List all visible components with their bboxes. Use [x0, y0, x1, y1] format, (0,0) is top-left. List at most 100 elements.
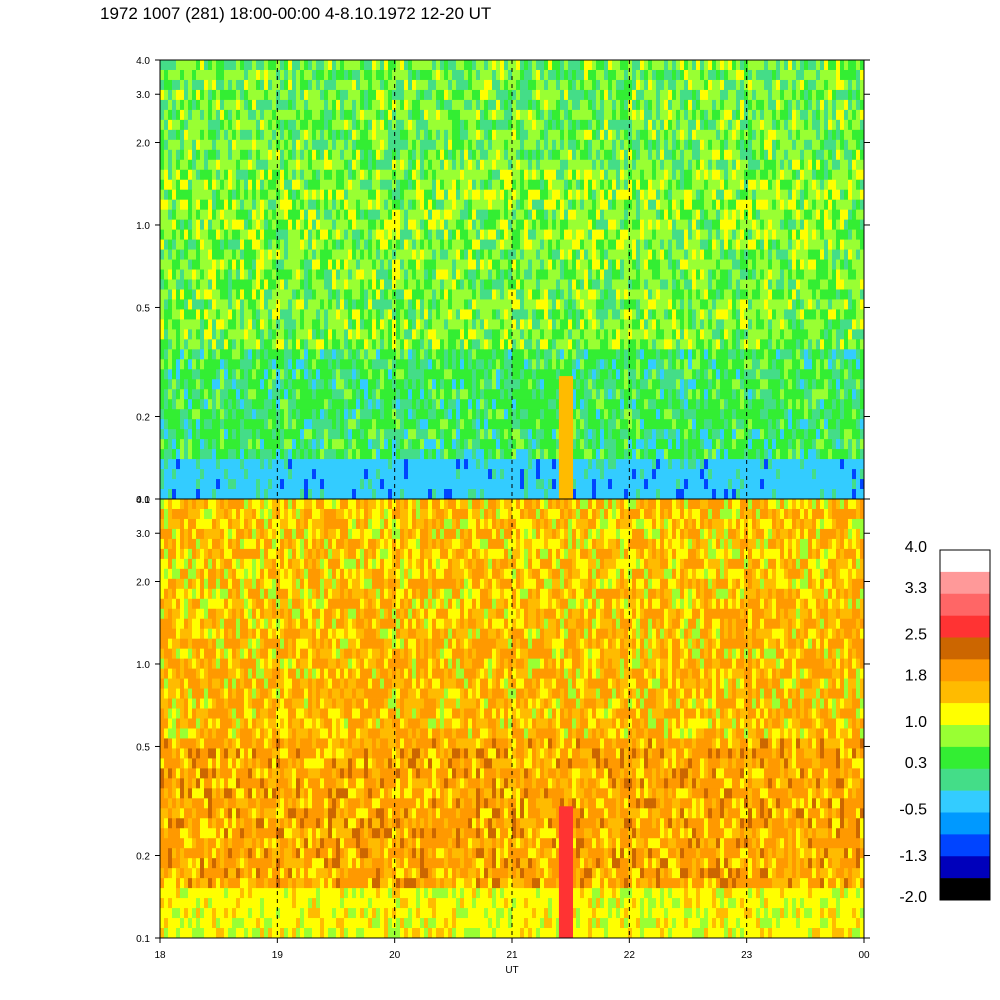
heatmap-cell [360, 409, 365, 420]
heatmap-cell [220, 179, 225, 191]
heatmap-cell [392, 389, 397, 400]
heatmap-cell [320, 419, 325, 430]
heatmap-cell [408, 489, 413, 500]
heatmap-cell [204, 269, 209, 280]
heatmap-cell [336, 459, 341, 470]
heatmap-cell [392, 149, 397, 161]
heatmap-cell [472, 439, 477, 450]
heatmap-cell [452, 129, 457, 141]
heatmap-cell [328, 469, 333, 480]
heatmap-cell [184, 429, 189, 440]
heatmap-cell [568, 209, 573, 221]
heatmap-cell [492, 369, 497, 380]
heatmap-cell [432, 319, 437, 330]
heatmap-cell [160, 429, 165, 440]
heatmap-cell [400, 439, 405, 450]
heatmap-cell [552, 459, 557, 470]
heatmap-cell [336, 379, 341, 390]
heatmap-cell [272, 389, 277, 400]
heatmap-cell [236, 219, 241, 231]
heatmap-cell [340, 139, 345, 151]
heatmap-cell [420, 239, 425, 250]
heatmap-cell [408, 379, 413, 390]
heatmap-cell [512, 209, 517, 221]
heatmap-cell [576, 369, 581, 380]
heatmap-cell [452, 60, 457, 71]
heatmap-cell [604, 479, 609, 490]
heatmap-cell [324, 159, 329, 171]
heatmap-cell [200, 429, 205, 440]
heatmap-cell [316, 109, 321, 121]
heatmap-cell [388, 299, 393, 310]
heatmap-cell [316, 419, 321, 430]
heatmap-cell [432, 269, 437, 280]
heatmap-cell [436, 439, 441, 450]
heatmap-cell [576, 359, 581, 370]
heatmap-cell [172, 249, 177, 260]
heatmap-cell [400, 139, 405, 151]
heatmap-cell [316, 229, 321, 240]
heatmap-cell [556, 449, 561, 460]
heatmap-cell [460, 479, 465, 490]
heatmap-cell [360, 399, 365, 410]
heatmap-cell [308, 209, 313, 221]
heatmap-cell [436, 429, 441, 440]
heatmap-cell [480, 309, 485, 320]
heatmap-cell [192, 179, 197, 191]
heatmap-cell [340, 399, 345, 410]
heatmap-cell [592, 389, 597, 400]
heatmap-cell [336, 279, 341, 290]
heatmap-cell [408, 299, 413, 310]
heatmap-cell [472, 339, 477, 350]
heatmap-cell [292, 189, 297, 201]
heatmap-cell [472, 489, 477, 500]
heatmap-cell [432, 379, 437, 390]
heatmap-cell [164, 219, 169, 231]
heatmap-cell [376, 439, 381, 450]
heatmap-cell [476, 60, 481, 71]
heatmap-cell [344, 149, 349, 161]
heatmap-cell [504, 159, 509, 171]
heatmap-cell [412, 79, 417, 91]
heatmap-cell [380, 179, 385, 191]
heatmap-cell [296, 60, 301, 71]
heatmap-cell [272, 129, 277, 141]
heatmap-cell [300, 329, 305, 340]
heatmap-cell [376, 289, 381, 300]
heatmap-cell [572, 279, 577, 290]
heatmap-cell [512, 329, 517, 340]
heatmap-cell [592, 459, 597, 470]
heatmap-cell [412, 319, 417, 330]
heatmap-cell [168, 89, 173, 101]
heatmap-cell [596, 479, 601, 490]
heatmap-cell [192, 259, 197, 270]
heatmap-cell [260, 449, 265, 460]
heatmap-cell [460, 159, 465, 171]
heatmap-cell [224, 339, 229, 350]
heatmap-cell [320, 319, 325, 330]
heatmap-cell [592, 209, 597, 221]
heatmap-cell [196, 189, 201, 201]
heatmap-cell [360, 279, 365, 290]
heatmap-cell [508, 79, 513, 91]
heatmap-cell [316, 389, 321, 400]
heatmap-cell [208, 419, 213, 430]
heatmap-cell [516, 249, 521, 260]
heatmap-cell [296, 449, 301, 460]
heatmap-cell [368, 389, 373, 400]
heatmap-cell [376, 429, 381, 440]
heatmap-cell [256, 159, 261, 171]
heatmap-cell [300, 109, 305, 121]
heatmap-cell [452, 319, 457, 330]
heatmap-cell [584, 339, 589, 350]
heatmap-cell [268, 449, 273, 460]
heatmap-cell [428, 209, 433, 221]
heatmap-cell [352, 169, 357, 181]
heatmap-cell [592, 199, 597, 211]
heatmap-cell [268, 169, 273, 181]
heatmap-cell [184, 139, 189, 151]
heatmap-cell [236, 289, 241, 300]
heatmap-cell [428, 109, 433, 121]
heatmap-cell [484, 299, 489, 310]
heatmap-cell [540, 179, 545, 191]
